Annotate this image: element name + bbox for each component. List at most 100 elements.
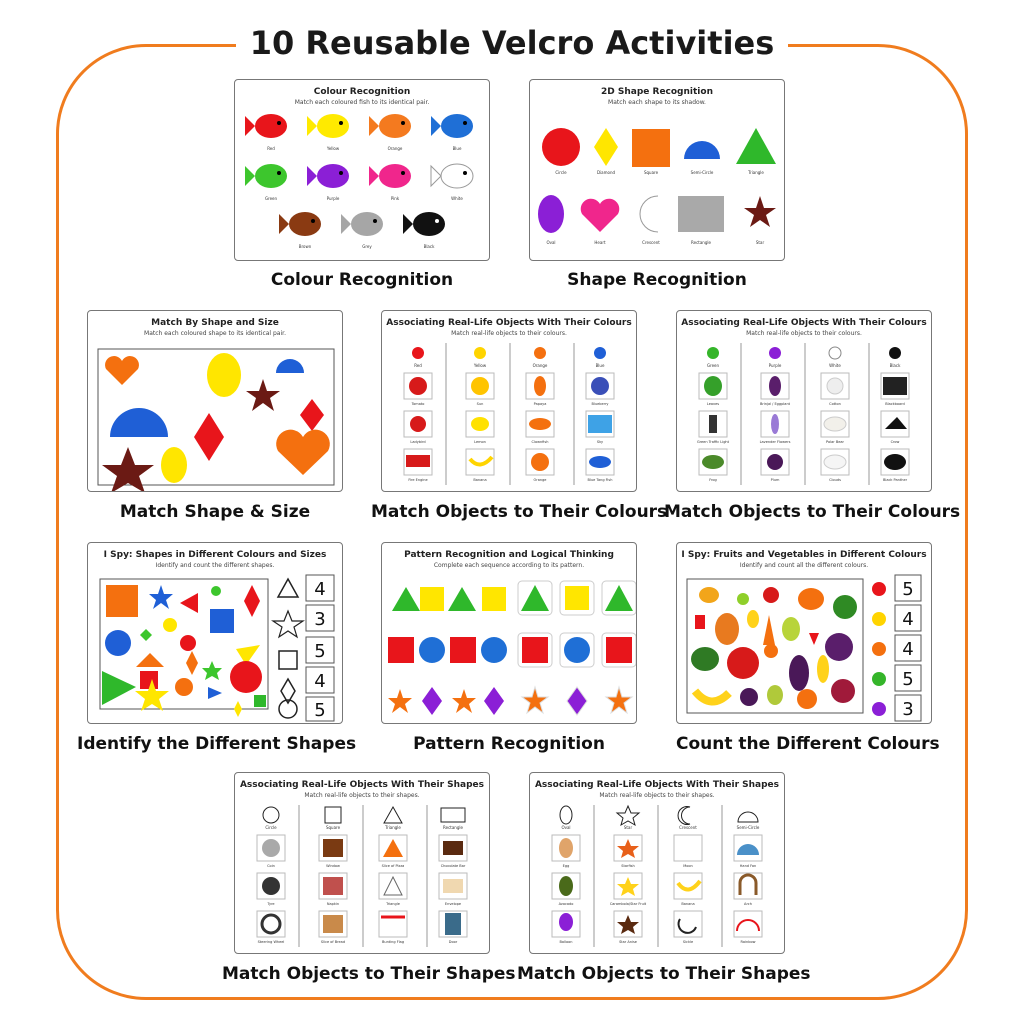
activity-caption: Count the Different Colours	[676, 734, 940, 754]
crescent-shape	[639, 195, 659, 233]
item-label: Lavender Flowers	[760, 440, 791, 444]
card-subtitle: Match each shape to its shadow.	[608, 99, 706, 106]
item-label: Ladybird	[410, 440, 425, 444]
column-label: Square	[326, 825, 341, 830]
card-title: I Spy: Fruits and Vegetables in Differen…	[681, 550, 927, 560]
activity-caption: Pattern Recognition	[413, 734, 605, 754]
item-label: Grey	[362, 244, 372, 249]
oval-shape	[538, 195, 564, 233]
card-subtitle: Match real-life objects to their shapes.	[599, 792, 715, 799]
column-label: Crescent	[679, 825, 697, 830]
triangle-outline-icon	[383, 805, 403, 824]
activity-card-i-spy-shapes: I Spy: Shapes in Different Colours and S…	[87, 542, 343, 724]
item-label: Blue	[453, 146, 462, 151]
item-label: Orange	[388, 146, 403, 151]
item-label: Green Traffic Light	[697, 440, 730, 444]
card-subtitle: Match each coloured fish to its identica…	[294, 99, 430, 106]
activity-caption: Match Objects to Their Colours	[371, 502, 668, 522]
page-title: 10 Reusable Velcro Activities	[0, 24, 1024, 62]
item-label: Sun	[477, 402, 484, 406]
card-subtitle: Identify and count the different shapes.	[155, 562, 275, 569]
column-label: Star	[624, 825, 633, 830]
item-label: Circle	[555, 170, 567, 175]
card-title: Associating Real-Life Objects With Their…	[239, 780, 485, 790]
column-label: Black	[890, 363, 902, 368]
triangle-outline-icon	[276, 577, 300, 598]
count-value: 5	[902, 669, 913, 690]
item-label: Balloon	[560, 940, 573, 944]
item-label: Bunting Flag	[382, 940, 404, 944]
item-label: Green	[265, 196, 278, 201]
item-label: Carambola/Star Fruit	[610, 902, 647, 906]
item-label: Door	[449, 940, 458, 944]
card-subtitle: Match each coloured shape to its identic…	[144, 330, 286, 337]
fish-icon	[430, 163, 474, 189]
shape-grid: Circle Diamond Square Semi-Circle Triang…	[538, 128, 776, 245]
square-shape	[632, 129, 670, 167]
item-label: Star	[756, 240, 765, 245]
item-label: Square	[644, 170, 659, 175]
fish-icon	[369, 114, 411, 138]
fish-icon	[279, 212, 321, 236]
item-label: Black	[424, 244, 436, 249]
shape-columns: Circle Square Triangle Rectangle Coin Wi…	[256, 805, 468, 947]
item-label: Envelope	[445, 902, 461, 906]
activity-card-objects-shapes-1: Associating Real-Life Objects With Their…	[234, 772, 490, 954]
circle-shape	[542, 128, 580, 166]
item-label: Oval	[546, 240, 555, 245]
card-title: Pattern Recognition and Logical Thinking	[404, 550, 614, 560]
item-label: Red	[267, 146, 275, 151]
item-label: Blueberry	[591, 402, 608, 406]
oval-outline-icon	[559, 805, 573, 825]
item-label: Napkin	[327, 902, 339, 906]
card-title: Associating Real-Life Objects With Their…	[681, 318, 927, 328]
item-label: Clouds	[829, 478, 841, 482]
card-title: 2D Shape Recognition	[601, 87, 713, 97]
colour-columns: Red Yellow Orange Blue Tomato Sun Papaya…	[403, 343, 615, 485]
activity-card-objects-shapes-2: Associating Real-Life Objects With Their…	[529, 772, 785, 954]
fish-icon	[245, 164, 287, 188]
item-label: Leaves	[707, 402, 719, 406]
item-label: Crow	[891, 440, 900, 444]
item-label: Yellow	[326, 146, 340, 151]
card-subtitle: Match real-life objects to their colours…	[451, 330, 567, 337]
activity-caption: Identify the Different Shapes	[77, 734, 357, 754]
fish-icon	[245, 114, 287, 138]
item-label: Plum	[771, 478, 780, 482]
triangle-shape	[736, 128, 776, 164]
item-label: Banana	[473, 478, 486, 482]
colour-columns: Green Purple White Black Leaves Brinjal …	[697, 343, 910, 485]
circle-outline-icon	[262, 806, 280, 824]
activity-caption: Match Objects to Their Colours	[664, 502, 961, 522]
item-label: Sickle	[683, 940, 693, 944]
item-label: Star Anise	[619, 940, 637, 944]
heart-shape	[580, 198, 620, 232]
crescent-outline-icon	[677, 806, 691, 825]
count-value: 4	[902, 639, 913, 660]
activity-caption: Shape Recognition	[567, 270, 747, 290]
item-label: Window	[326, 864, 340, 868]
column-label: Yellow	[473, 363, 487, 368]
item-label: Fire Engine	[408, 478, 427, 482]
star-outline-icon	[271, 609, 305, 639]
fruit-veg-board: 5 4 4 5 3	[686, 574, 922, 722]
card-subtitle: Identify and count all the different col…	[739, 562, 869, 569]
item-label: Chocolate Bar	[441, 864, 466, 868]
count-value: 4	[902, 609, 913, 630]
item-label: Orange	[534, 478, 547, 482]
activity-card-i-spy-fruits: I Spy: Fruits and Vegetables in Differen…	[676, 542, 932, 724]
count-value: 4	[314, 671, 325, 692]
card-subtitle: Complete each sequence according to its …	[433, 562, 585, 569]
item-label: Avocado	[559, 902, 574, 906]
count-value: 5	[314, 700, 325, 721]
card-title: Colour Recognition	[313, 87, 411, 97]
paint-splash-icon	[707, 346, 901, 360]
activity-card-objects-colours-2: Associating Real-Life Objects With Their…	[676, 310, 932, 492]
column-label: Green	[707, 363, 720, 368]
activity-caption: Match Objects to Their Shapes	[222, 964, 516, 984]
item-label: Blue Tang Fish	[588, 478, 613, 482]
pattern-board	[388, 580, 636, 716]
i-spy-shapes-board: 4 3 5 4 5	[99, 574, 335, 722]
item-label: Heart	[594, 240, 606, 245]
square-outline-icon	[278, 650, 298, 670]
